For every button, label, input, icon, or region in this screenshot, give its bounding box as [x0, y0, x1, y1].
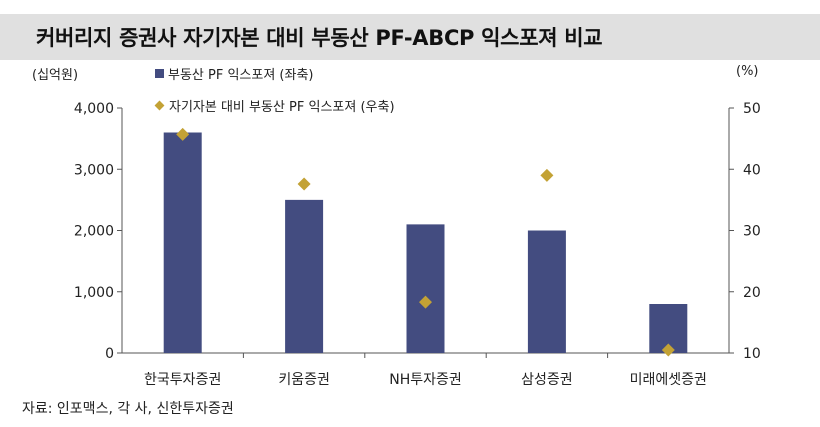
x-tick-label: 키움증권 [278, 372, 330, 388]
left-axis-unit: (십억원) [32, 68, 79, 83]
right-tick-label: 20 [743, 285, 761, 301]
x-tick-label: 삼성증권 [521, 372, 573, 388]
right-axis-unit: (%) [736, 64, 759, 79]
right-tick-label: 50 [743, 101, 761, 117]
left-tick-label: 4,000 [74, 101, 114, 117]
right-tick-label: 40 [743, 162, 761, 178]
x-tick-label: 한국투자증권 [144, 372, 221, 388]
left-tick-label: 3,000 [74, 162, 114, 178]
ratio-marker [661, 343, 675, 357]
x-tick-label: 미래에셋증권 [630, 372, 707, 388]
right-tick-label: 30 [743, 224, 761, 240]
legend-marker-series: 자기자본 대비 부동산 PF 익스포져 (우축) [154, 96, 395, 115]
ratio-marker [297, 177, 311, 191]
bar [406, 224, 445, 353]
ratio-marker [540, 168, 554, 182]
ratio-marker [419, 295, 432, 309]
left-tick-label: 1,000 [74, 285, 114, 301]
bar [285, 199, 324, 353]
legend-marker-label: 자기자본 대비 부동산 PF 익스포져 (우축) [169, 100, 395, 115]
source-note: 자료: 인포맥스, 각 사, 신한투자증권 [22, 401, 234, 417]
title-bar: 커버리지 증권사 자기자본 대비 부동산 PF-ABCP 익스포져 비교 [0, 14, 820, 60]
bar [527, 230, 566, 353]
left-tick-label: 2,000 [74, 224, 114, 240]
legend-bar-series: 부동산 PF 익스포져 (좌축) [155, 64, 314, 83]
legend-bar-label: 부동산 PF 익스포져 (좌축) [168, 68, 314, 83]
x-tick-label: NH투자증권 [389, 372, 462, 388]
chart-title: 커버리지 증권사 자기자본 대비 부동산 PF-ABCP 익스포져 비교 [36, 26, 603, 50]
legend-bar-swatch [155, 69, 164, 78]
left-tick-label: 0 [105, 346, 114, 362]
ratio-marker [176, 127, 190, 141]
bar [163, 132, 202, 353]
right-tick-label: 10 [743, 346, 761, 362]
